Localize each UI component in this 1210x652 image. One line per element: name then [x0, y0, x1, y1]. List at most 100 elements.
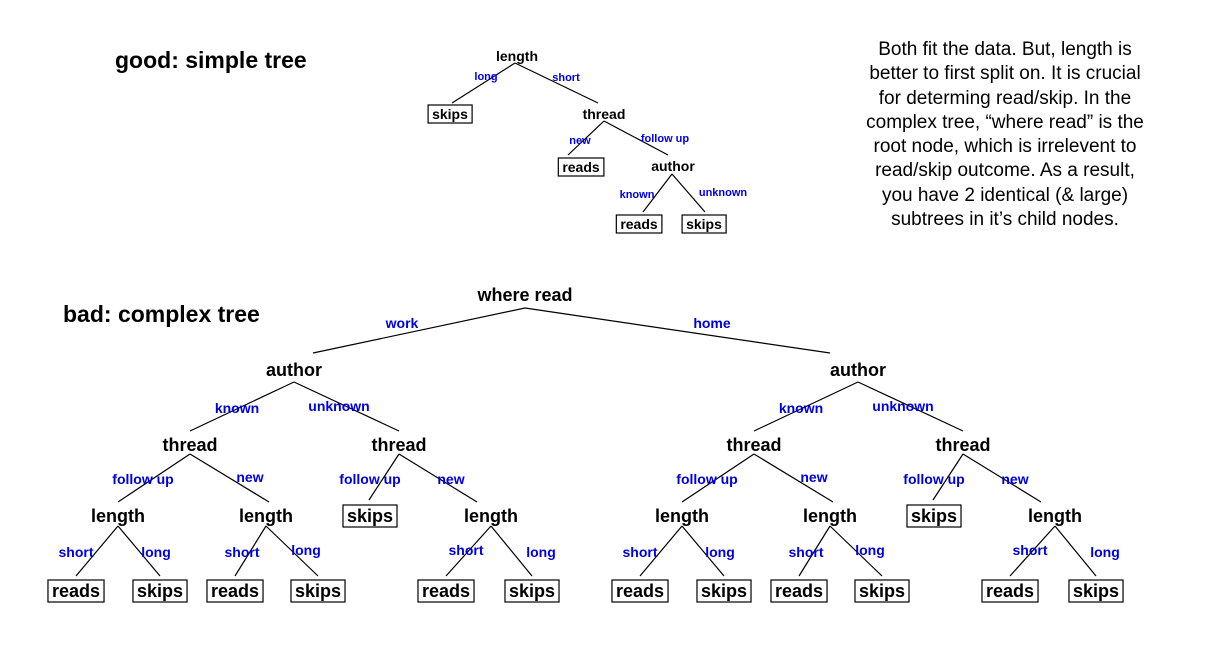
tree-leaf-box	[981, 579, 1039, 603]
tree-edge-label: long	[705, 544, 735, 560]
tree-edge-label: short	[789, 544, 824, 560]
tree-leaf-box	[770, 579, 828, 603]
tree-leaf-label: reads	[616, 581, 664, 601]
tree-edge-line	[1054, 525, 1097, 577]
tree-edge-label: unknown	[699, 187, 748, 199]
tree-edge-label: work	[385, 315, 419, 331]
tree-node-label: thread	[935, 435, 990, 455]
tree-edge-line	[681, 453, 755, 503]
tree-leaf-label: skips	[1073, 581, 1119, 601]
tree-edge-line	[445, 525, 492, 577]
tree-leaf-box	[427, 104, 473, 124]
tree-edge-line	[642, 173, 673, 213]
tree-node-label: thread	[583, 106, 626, 122]
tree-leaf-label: reads	[986, 581, 1034, 601]
tree-leaf-label: reads	[211, 581, 259, 601]
tree-edge-line	[671, 173, 706, 213]
tree-leaf-box	[504, 579, 560, 603]
tree-edge-line	[753, 381, 859, 432]
tree-leaf-box	[906, 504, 962, 528]
tree-edge-label: unknown	[308, 398, 369, 414]
tree-node-label: thread	[726, 435, 781, 455]
tree-edge-line	[189, 381, 295, 432]
tree-leaf-label: skips	[137, 581, 183, 601]
tree-node-label: author	[651, 158, 695, 174]
tree-edge-line	[368, 453, 400, 501]
tree-edge-label: follow up	[641, 133, 690, 145]
tree-edge-line	[829, 525, 883, 577]
tree-edge-label: short	[1013, 542, 1048, 558]
tree-leaf-box	[342, 504, 398, 528]
tree-node-label: length	[496, 48, 538, 64]
tree-leaf-label: skips	[686, 216, 722, 232]
tree-edge-line	[265, 525, 319, 577]
tree-edge-label: long	[855, 542, 885, 558]
tree-leaf-box	[417, 579, 475, 603]
tree-leaf-label: skips	[911, 506, 957, 526]
tree-edge-line	[857, 381, 964, 432]
tree-leaf-label: skips	[509, 581, 555, 601]
tree-edge-line	[524, 307, 831, 354]
tree-edge-line	[117, 525, 161, 577]
tree-edge-line	[603, 120, 669, 156]
tree-edge-label: short	[449, 542, 484, 558]
tree-edge-label: long	[474, 71, 497, 83]
tree-edge-line	[753, 453, 834, 503]
tree-edge-label: short	[623, 544, 658, 560]
tree-edge-label: short	[552, 72, 580, 84]
tree-edge-line	[117, 453, 191, 503]
tree-edge-label: long	[291, 542, 321, 558]
tree-node-label: thread	[371, 435, 426, 455]
tree-edge-label: new	[1001, 471, 1028, 487]
tree-edge-line	[189, 453, 270, 503]
tree-leaf-box	[557, 157, 605, 177]
tree-edge-label: short	[225, 544, 260, 560]
tree-edge-label: unknown	[872, 398, 933, 414]
tree-node-label: author	[266, 360, 322, 380]
tree-edge-label: short	[59, 544, 94, 560]
tree-edge-line	[1009, 525, 1056, 577]
tree-edge-label: home	[693, 315, 731, 331]
tree-edge-line	[567, 120, 605, 156]
tree-leaf-label: reads	[562, 159, 600, 175]
tree-node-label: author	[830, 360, 886, 380]
tree-leaf-box	[681, 214, 727, 234]
tree-edge-line	[234, 525, 267, 577]
tree-leaf-label: reads	[52, 581, 100, 601]
tree-edge-label: known	[215, 400, 259, 416]
tree-edge-line	[962, 453, 1042, 503]
tree-node-label: where read	[476, 285, 572, 305]
tree-edge-label: new	[437, 471, 464, 487]
tree-edge-line	[681, 525, 725, 577]
tree-leaf-box	[132, 579, 188, 603]
tree-edge-label: long	[1090, 544, 1120, 560]
tree-node-label: length	[1028, 506, 1082, 526]
tree-edge-line	[514, 62, 599, 104]
tree-edge-line	[398, 453, 478, 503]
tree-edge-label: follow up	[903, 471, 964, 487]
tree-edge-label: new	[569, 135, 591, 147]
tree-edge-line	[490, 525, 533, 577]
tree-leaf-box	[290, 579, 346, 603]
complex-tree-heading: bad: complex tree	[63, 301, 260, 327]
tree-edge-line	[75, 525, 119, 577]
tree-edge-line	[451, 62, 516, 104]
tree-edge-label: new	[236, 469, 263, 485]
tree-edge-label: long	[526, 544, 556, 560]
tree-leaf-label: skips	[701, 581, 747, 601]
tree-leaf-box	[1068, 579, 1124, 603]
tree-leaf-box	[611, 579, 669, 603]
tree-edge-label: known	[779, 400, 823, 416]
tree-leaf-label: skips	[859, 581, 905, 601]
tree-leaf-box	[854, 579, 910, 603]
tree-edge-label: follow up	[676, 471, 737, 487]
tree-edge-line	[312, 307, 526, 354]
tree-leaf-box	[615, 214, 663, 234]
tree-edge-label: follow up	[339, 471, 400, 487]
tree-leaf-box	[696, 579, 752, 603]
tree-leaf-label: reads	[422, 581, 470, 601]
tree-node-label: length	[655, 506, 709, 526]
tree-leaf-label: reads	[620, 216, 658, 232]
tree-edge-line	[932, 453, 964, 501]
tree-node-label: length	[91, 506, 145, 526]
